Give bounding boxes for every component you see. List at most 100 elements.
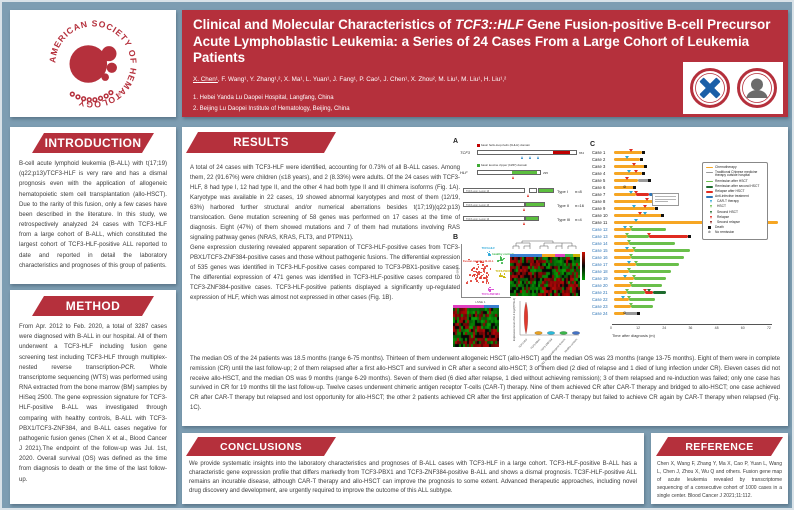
treatment-segment <box>629 298 656 302</box>
swimmer-row: Case 11 <box>592 218 784 226</box>
swimmer-annotation-box <box>652 193 679 206</box>
scatter-dot <box>476 276 478 279</box>
treatment-segment <box>633 277 667 281</box>
results-header: RESULTS <box>186 132 336 153</box>
hlf-gene-label: HLF <box>460 170 468 175</box>
case-label: Case 12 <box>592 227 608 232</box>
death-marker <box>641 151 645 155</box>
heatmap-2 <box>453 305 499 352</box>
type3-label: Type III <box>557 216 571 222</box>
scatter-dot <box>483 265 486 268</box>
hsct2-marker <box>646 288 651 292</box>
hsct-marker <box>625 232 630 236</box>
treatment-segment <box>614 305 632 309</box>
scatter-dot <box>501 259 503 261</box>
case-label: Case 18 <box>592 269 608 274</box>
swimmer-row: Case 1 <box>592 148 784 156</box>
legend-row: CAR-T therapy <box>706 200 765 204</box>
scatter-dot <box>486 276 488 278</box>
ash-blood-cell-icon <box>69 44 117 83</box>
legend-row: Death <box>706 225 765 230</box>
scatter-dot <box>473 267 475 269</box>
carT-marker <box>622 225 627 229</box>
case-label: Case 21 <box>592 290 608 295</box>
treatment-segment <box>614 263 636 267</box>
treatment-segment <box>614 193 636 197</box>
swimmer-row: Case 24 ⊘ <box>592 310 784 317</box>
junction-arrow-icon <box>523 208 525 211</box>
axis-tick: 12 <box>636 326 641 330</box>
treatment-segment <box>614 284 632 288</box>
scatter-dot <box>501 262 503 264</box>
hsct-marker <box>625 288 630 292</box>
treatment-segment <box>614 312 625 316</box>
svg-text:®: ® <box>117 90 121 96</box>
carT-marker <box>620 295 625 299</box>
rel-marker <box>629 148 634 152</box>
legend-row: Second HSCT <box>706 209 765 215</box>
scatter-dot <box>480 260 482 263</box>
treatment-segment <box>627 291 645 295</box>
death-marker <box>637 312 641 316</box>
treatment-segment <box>614 221 778 225</box>
treatment-segment <box>614 207 656 211</box>
figure-c-label: C <box>590 141 596 148</box>
scatter-dot <box>502 258 505 261</box>
scatter-dot <box>477 273 479 275</box>
legend-label: Second HSCT <box>717 209 739 214</box>
ash-logo-card: AMERICAN SOCIETY OF HEMATOLOGY ® <box>10 10 176 117</box>
scatter-dot <box>476 268 478 270</box>
cluster-label: Fusion-negative B-ALL <box>462 258 494 263</box>
swimmer-row: Case 10 <box>592 211 784 219</box>
case-label: Case 15 <box>592 248 608 253</box>
case-label: Case 1 <box>592 150 606 155</box>
treatment-segment <box>635 193 649 197</box>
bhlh-domain-segment <box>553 151 571 154</box>
treatment-segment <box>648 235 689 239</box>
treatment-segment <box>614 200 654 204</box>
scatter-dot <box>501 275 503 278</box>
legend-bar-swatch <box>706 190 713 193</box>
tsne-xlabel: t-SNE 1 <box>475 300 486 304</box>
figure-a-gene-map: A basic helix-loop-helix (bHLH) domain T… <box>453 138 587 235</box>
case-label: Case 6 <box>592 185 606 190</box>
figure-c-legend: Chemotherapy Traditional Chinese medicine… <box>702 162 768 240</box>
breakpoint-arrow-icon <box>521 156 523 159</box>
type1-hlf-bar <box>538 188 554 193</box>
carT-marker <box>631 204 636 208</box>
treatment-segment <box>614 270 630 274</box>
type2-tcf3-bar: TCF3 exon 1-exon 16 <box>463 202 525 207</box>
treatment-segment <box>631 284 662 288</box>
first-author: X. Chen¹ <box>193 76 218 83</box>
treatment-segment <box>614 298 630 302</box>
bzip-domain-segment <box>512 171 537 174</box>
heatmap-1-group-bar <box>510 254 580 257</box>
conclusions-body: We provide systematic insights into the … <box>189 461 637 494</box>
cluster-label: TCF3-HLF <box>481 246 495 251</box>
scatter-dot <box>466 282 468 284</box>
legend-death-icon <box>708 226 711 230</box>
case-label: Case 4 <box>592 171 606 176</box>
figure-a-label: A <box>453 138 459 145</box>
type3-count: n=4 <box>575 216 582 222</box>
legend-label: Relapse <box>717 214 730 219</box>
rel-marker <box>646 232 651 236</box>
treatment-segment <box>614 151 643 155</box>
heatmap-1-cells <box>510 257 580 296</box>
legend-row: Anti-infective treatment <box>706 194 765 199</box>
swimmer-row: Case 20 <box>592 281 784 289</box>
results-body: A total of 24 cases with TCF3-HLF were i… <box>190 163 460 303</box>
scatter-dot <box>471 269 473 271</box>
axis-tick: 36 <box>688 326 693 330</box>
swimmer-row: Case 21 <box>592 288 784 296</box>
scatter-dot <box>497 260 499 262</box>
swimmer-row: Case 23 <box>592 302 784 310</box>
breakpoint-arrow-icon <box>537 156 539 159</box>
legend-row: Second relapse <box>706 220 765 225</box>
case-label: Case 10 <box>592 213 608 218</box>
title-gene-italic: TCF3::HLF <box>454 17 524 32</box>
case-label: Case 16 <box>592 255 608 260</box>
case-label: Case 8 <box>592 199 606 204</box>
scatter-dot <box>499 259 502 262</box>
scatter-dot <box>486 251 489 254</box>
